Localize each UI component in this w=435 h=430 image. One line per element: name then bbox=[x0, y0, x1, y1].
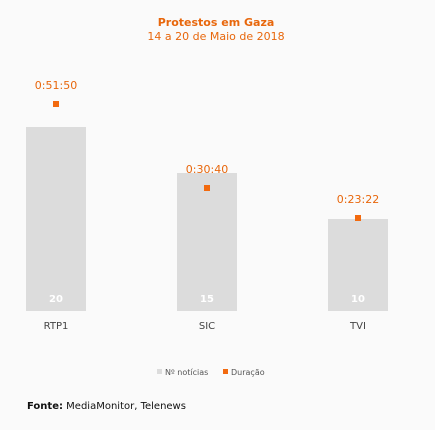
duration-label-tvi: 0:23:22 bbox=[337, 193, 379, 206]
legend: Nº notícias Duração bbox=[157, 368, 265, 377]
bars-layer: 20 RTP1 0:51:50 15 SIC 0:30:40 10 TVI 0:23:22 bbox=[26, 79, 388, 332]
bar-sic bbox=[177, 173, 237, 311]
duration-marker-rtp1 bbox=[53, 101, 59, 107]
bar-value-sic: 15 bbox=[200, 294, 214, 305]
bar-rtp1 bbox=[26, 127, 86, 311]
source-text: MediaMonitor, Telenews bbox=[66, 401, 186, 412]
source-label: Fonte: bbox=[27, 401, 63, 412]
chart-title: Protestos em Gaza bbox=[158, 16, 275, 29]
legend-swatch-duracao bbox=[223, 369, 228, 374]
chart: Protestos em Gaza 14 a 20 de Maio de 201… bbox=[26, 16, 388, 377]
bar-value-rtp1: 20 bbox=[49, 294, 63, 305]
duration-label-sic: 0:30:40 bbox=[186, 163, 228, 176]
category-label-tvi: TVI bbox=[349, 321, 366, 332]
duration-label-rtp1: 0:51:50 bbox=[35, 79, 77, 92]
chart-subtitle: 14 a 20 de Maio de 2018 bbox=[147, 30, 284, 43]
bar-tvi bbox=[328, 219, 388, 311]
legend-label-noticias: Nº notícias bbox=[165, 368, 208, 377]
category-label-sic: SIC bbox=[199, 321, 215, 332]
bar-value-tvi: 10 bbox=[351, 294, 365, 305]
duration-marker-sic bbox=[204, 185, 210, 191]
category-label-rtp1: RTP1 bbox=[44, 321, 69, 332]
source-note: Fonte: MediaMonitor, Telenews bbox=[27, 401, 186, 412]
legend-label-duracao: Duração bbox=[231, 368, 265, 377]
legend-swatch-noticias bbox=[157, 369, 162, 374]
duration-marker-tvi bbox=[355, 215, 361, 221]
